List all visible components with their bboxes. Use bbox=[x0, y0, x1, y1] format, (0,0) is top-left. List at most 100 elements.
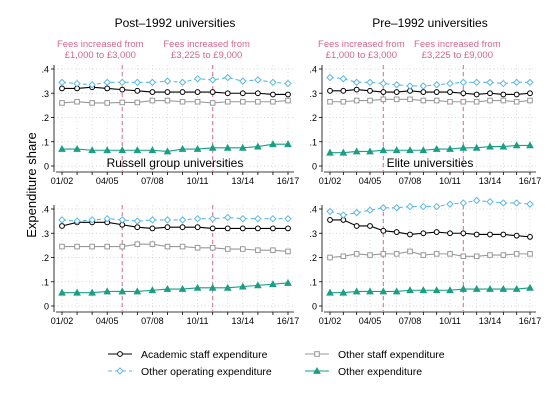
fee-annotation: Fees increased from bbox=[414, 39, 501, 50]
data-point bbox=[419, 82, 428, 90]
data-point bbox=[407, 96, 413, 103]
data-point bbox=[379, 204, 388, 212]
series-other-expenditure bbox=[58, 278, 292, 296]
series-line bbox=[330, 98, 531, 103]
data-point bbox=[133, 217, 142, 225]
data-point bbox=[254, 225, 261, 232]
data-point bbox=[103, 287, 112, 295]
data-point bbox=[406, 82, 414, 90]
data-point bbox=[209, 89, 216, 95]
data-point bbox=[74, 98, 80, 105]
data-point bbox=[500, 97, 507, 104]
panel-title: Post–1992 universities bbox=[115, 16, 236, 30]
data-point bbox=[446, 79, 454, 88]
y-tick-label: .2 bbox=[309, 113, 317, 123]
data-point bbox=[103, 146, 112, 154]
data-point bbox=[238, 143, 247, 151]
data-point bbox=[164, 89, 171, 95]
data-point bbox=[486, 78, 494, 87]
series-academic-staff-expenditure bbox=[59, 219, 291, 232]
data-point bbox=[149, 225, 156, 232]
data-point bbox=[59, 100, 65, 106]
data-point bbox=[473, 91, 480, 98]
legend-item: Other operating expenditure bbox=[108, 366, 272, 378]
data-point bbox=[327, 87, 333, 94]
data-point bbox=[393, 251, 400, 257]
data-point bbox=[447, 251, 453, 257]
series-line bbox=[62, 243, 289, 252]
data-point bbox=[134, 241, 141, 247]
data-point bbox=[224, 98, 231, 105]
x-tick-label: 04/05 bbox=[359, 176, 382, 186]
data-point bbox=[339, 74, 348, 83]
data-point bbox=[269, 214, 277, 223]
data-point bbox=[392, 146, 401, 154]
data-point bbox=[460, 253, 467, 260]
data-point bbox=[194, 98, 201, 105]
data-point bbox=[472, 284, 481, 292]
fee-annotation: £3,225 to £9,000 bbox=[171, 50, 242, 61]
data-point bbox=[73, 144, 81, 152]
y-tick-label: .4 bbox=[309, 205, 317, 215]
data-point bbox=[73, 79, 81, 88]
series-other-expenditure bbox=[326, 141, 534, 156]
data-point bbox=[240, 246, 246, 252]
data-point bbox=[134, 99, 141, 106]
y-tick-label: 0 bbox=[44, 162, 49, 172]
data-point bbox=[59, 223, 65, 229]
legend-marker bbox=[314, 351, 320, 357]
data-point bbox=[270, 225, 276, 232]
data-point bbox=[447, 89, 453, 95]
data-point bbox=[393, 96, 400, 103]
series-academic-staff-expenditure bbox=[59, 84, 291, 98]
series-line bbox=[329, 250, 530, 259]
data-point bbox=[179, 224, 186, 231]
y-tick-label: .2 bbox=[41, 113, 49, 123]
data-point bbox=[499, 284, 508, 292]
series-line bbox=[330, 144, 530, 154]
fee-annotation: £1,000 to £3,000 bbox=[65, 50, 136, 61]
x-tick-label: 10/11 bbox=[439, 176, 461, 186]
data-point bbox=[460, 230, 467, 237]
panel-3: Russell group universities 0 .1 .2 .3 .4 01/02… bbox=[41, 156, 299, 326]
series-line bbox=[62, 86, 288, 96]
data-point bbox=[178, 216, 187, 224]
series-other-operating-expenditure bbox=[326, 73, 534, 90]
data-point bbox=[512, 78, 521, 87]
data-point bbox=[513, 232, 520, 239]
data-point bbox=[284, 79, 292, 88]
data-point bbox=[339, 148, 348, 156]
data-point bbox=[367, 252, 373, 258]
data-point bbox=[513, 98, 520, 105]
data-point bbox=[179, 243, 186, 250]
y-tick-label: 0 bbox=[44, 302, 49, 312]
series-line bbox=[62, 282, 289, 294]
data-point bbox=[406, 146, 414, 154]
data-point bbox=[179, 89, 186, 95]
fee-annotation: Fees increased from bbox=[163, 39, 250, 50]
data-point bbox=[255, 247, 261, 254]
data-point bbox=[500, 91, 507, 98]
data-point bbox=[459, 143, 468, 151]
legend-label: Other expenditure bbox=[338, 366, 422, 378]
data-point bbox=[254, 281, 262, 289]
series-other-operating-expenditure bbox=[326, 196, 534, 219]
legend-marker bbox=[313, 366, 321, 374]
series-other-expenditure bbox=[326, 283, 534, 296]
data-point bbox=[148, 216, 157, 224]
data-point bbox=[512, 141, 521, 149]
legend-label: Other staff expenditure bbox=[338, 349, 445, 361]
data-point bbox=[133, 78, 142, 87]
data-point bbox=[89, 243, 95, 250]
y-tick-label: .2 bbox=[41, 253, 49, 263]
data-point bbox=[163, 77, 172, 85]
x-tick-label: 07/08 bbox=[399, 316, 422, 326]
y-tick-label: .4 bbox=[41, 205, 49, 215]
data-point bbox=[473, 231, 480, 238]
data-point bbox=[353, 251, 360, 257]
y-tick-label: .1 bbox=[309, 277, 317, 287]
x-tick-label: 07/08 bbox=[141, 176, 164, 186]
data-point bbox=[446, 144, 454, 152]
y-tick-label: .1 bbox=[41, 277, 49, 287]
data-point bbox=[352, 208, 361, 217]
